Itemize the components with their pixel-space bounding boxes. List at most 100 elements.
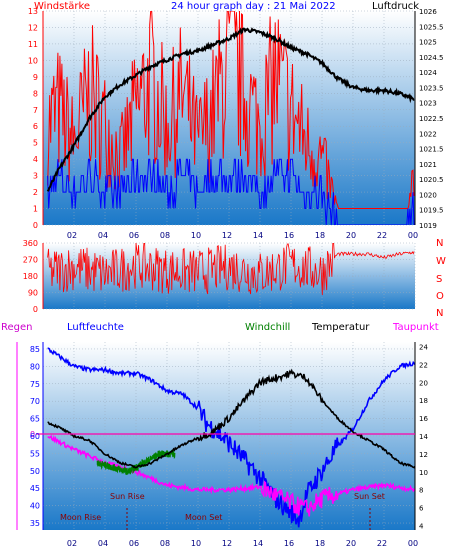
x-tick-label: 04 — [98, 231, 108, 240]
x-tick-label: 10 — [191, 539, 201, 548]
y-right-tick-label: 1022 — [419, 130, 437, 138]
y-left-tick-label: 4 — [33, 155, 38, 164]
series-temperatur — [47, 368, 415, 469]
y-right-tick-label: 1019.5 — [419, 207, 444, 215]
x-tick-label: 04 — [98, 539, 108, 548]
x-tick-label: 22 — [377, 539, 387, 548]
x-tick-label: 20 — [346, 539, 356, 548]
chart-title: 24 hour graph day : 21 Mai 2022 — [171, 1, 336, 12]
y-left-tick-label: 360 — [23, 239, 38, 248]
x-tick-label: 00 — [408, 539, 418, 548]
x-tick-label: 10 — [191, 231, 201, 240]
y-left-tick-label: 75 — [30, 380, 40, 389]
y-left-tick-label: 12 — [28, 23, 38, 32]
x-tick-label: 22 — [377, 231, 387, 240]
y-right-tick-label: 24 — [419, 343, 428, 351]
series-taupunkt — [47, 434, 415, 517]
y-left-tick-label: 6 — [33, 122, 38, 131]
y-right-tick-label: 1020 — [419, 191, 437, 199]
y-right-tick-label: 22 — [419, 361, 428, 369]
x-tick-label: 18 — [315, 539, 325, 548]
y-left-tick-label: 11 — [28, 40, 38, 49]
panel2-grid — [43, 242, 416, 310]
x-tick-label: 02 — [67, 231, 77, 240]
y-right-tick-label: 1020.5 — [419, 176, 444, 184]
y-right-tick-label: 12 — [419, 451, 428, 459]
y-left-tick-label: 90 — [28, 289, 38, 298]
y-left-tick-label: 180 — [23, 272, 38, 281]
y-left-tick-label: 13 — [28, 7, 38, 16]
x-tick-label: 00 — [408, 231, 418, 240]
y-right-tick-label: 1022.5 — [419, 115, 444, 123]
x-tick-label: 14 — [253, 539, 263, 548]
x-tick-label: 06 — [129, 231, 139, 240]
x-tick-label: 02 — [67, 539, 77, 548]
y-right-tick-label: 1019 — [419, 222, 437, 230]
y-right-tick-label: 8 — [419, 487, 423, 495]
y-right-tick-label: 1024.5 — [419, 54, 444, 62]
moon-set-label: Moon Set — [185, 513, 222, 522]
series-luftfeuchte — [47, 347, 415, 528]
y-right-tick-label: 6 — [419, 505, 424, 513]
y-left-tick-label: 0 — [33, 221, 38, 230]
y-left-tick-label: 70 — [30, 397, 40, 406]
y-left-tick-label: 7 — [33, 106, 38, 115]
y-right-tick-label: 1024 — [419, 69, 437, 77]
y-left-tick-label: 8 — [33, 89, 38, 98]
windchill-label: Windchill — [245, 322, 290, 333]
moon-rise-label: Moon Rise — [60, 513, 101, 522]
x-tick-label: 16 — [284, 539, 294, 548]
y-left-tick-label: 45 — [30, 484, 40, 493]
series-windstaerke — [47, 11, 415, 210]
y-left-tick-label: 3 — [33, 172, 38, 181]
y-right-tick-label: 1025 — [419, 39, 437, 47]
y-left-tick-label: 55 — [30, 449, 40, 458]
taupunkt-label: Taupunkt — [392, 322, 439, 333]
y-right-tick-label: 4 — [419, 523, 424, 531]
y-right-tick-label: 14 — [419, 433, 428, 441]
y-left-tick-label: 65 — [30, 415, 40, 424]
temperatur-label: Temperatur — [311, 322, 370, 333]
series-boeen — [47, 158, 415, 225]
x-tick-label: 06 — [129, 539, 139, 548]
windstaerke-label: Windstärke — [34, 1, 90, 12]
compass-label: W — [436, 256, 446, 267]
sun-set-label: Sun Set — [354, 492, 385, 501]
y-left-tick-label: 270 — [23, 256, 38, 265]
series-luftdruck — [46, 27, 415, 192]
y-left-tick-label: 40 — [30, 502, 40, 511]
x-tick-label: 08 — [160, 231, 170, 240]
x-tick-label: 14 — [253, 231, 263, 240]
y-left-tick-label: 0 — [33, 305, 38, 314]
y-left-tick-label: 1 — [33, 205, 38, 214]
x-tick-label: 16 — [284, 231, 294, 240]
x-tick-label: 12 — [222, 231, 232, 240]
panel3-marks — [47, 347, 415, 528]
compass-label: O — [436, 291, 444, 302]
y-right-tick-label: 1025.5 — [419, 23, 444, 31]
compass-label: N — [436, 308, 443, 319]
x-tick-label: 08 — [160, 539, 170, 548]
y-right-tick-label: 1026 — [419, 8, 437, 16]
y-left-tick-label: 80 — [30, 362, 40, 371]
y-right-tick-label: 1021.5 — [419, 146, 444, 154]
regen-label: Regen — [1, 322, 33, 333]
y-right-tick-label: 10 — [419, 469, 428, 477]
y-left-tick-label: 85 — [30, 345, 40, 354]
x-tick-label: 20 — [346, 231, 356, 240]
y-left-tick-label: 5 — [33, 139, 38, 148]
y-left-tick-label: 2 — [33, 188, 38, 197]
y-right-tick-label: 1021 — [419, 161, 437, 169]
panel3-ticks: 35 40 45 50 55 60 65 70 75 80 85 4 6 8 10 12 14 16 18 20 22 2… — [30, 343, 429, 548]
y-right-tick-label: 1023.5 — [419, 84, 444, 92]
rain-zero-label: 0 — [30, 430, 35, 439]
panel2-marks — [47, 243, 415, 296]
y-left-tick-label: 50 — [30, 467, 40, 476]
compass-label: N — [436, 238, 443, 249]
y-right-tick-label: 18 — [419, 397, 428, 405]
y-left-tick-label: 10 — [28, 56, 38, 65]
x-tick-label: 12 — [222, 539, 232, 548]
y-left-tick-label: 35 — [30, 519, 40, 528]
